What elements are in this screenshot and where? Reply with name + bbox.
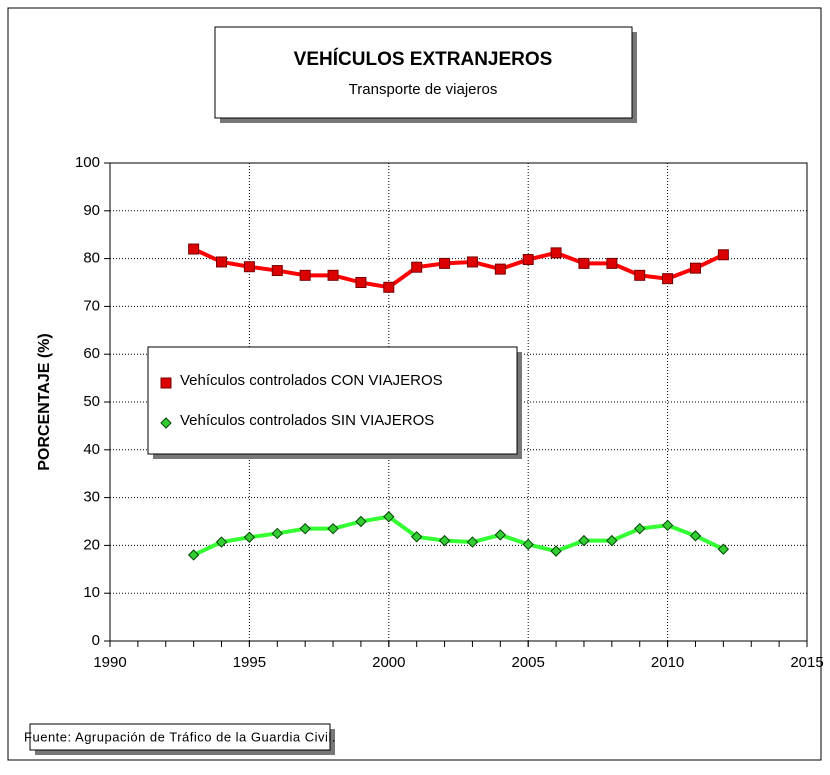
marker: [689, 530, 702, 542]
y-tick-label: 30: [83, 489, 100, 506]
marker: [522, 254, 534, 266]
y-axis-label: PORCENTAJE (%): [36, 333, 53, 471]
marker: [355, 277, 367, 288]
marker: [439, 257, 451, 269]
x-tick-label: 1990: [93, 654, 126, 671]
marker: [187, 549, 200, 561]
y-tick-label: 80: [83, 250, 100, 267]
x-tick-label: 2015: [790, 654, 823, 671]
marker: [243, 531, 256, 543]
marker: [717, 543, 730, 555]
legend-label: Vehículos controlados CON VIAJEROS: [180, 372, 443, 389]
x-tick-label: 2005: [512, 654, 545, 671]
marker: [494, 263, 506, 275]
marker: [550, 545, 562, 557]
x-tick-label: 2010: [651, 654, 684, 671]
plot-border: [109, 162, 808, 642]
marker: [689, 262, 701, 274]
marker: [438, 534, 451, 547]
title-box: [214, 26, 633, 119]
marker: [271, 265, 283, 277]
legend-marker: [160, 417, 172, 429]
marker: [299, 522, 311, 535]
legend-marker: [160, 377, 172, 389]
x-tick-label: 1995: [233, 654, 266, 671]
marker: [188, 243, 200, 255]
source-box: [29, 723, 331, 751]
marker: [522, 538, 534, 551]
chart-title: VEHÍCULOS EXTRANJEROS: [294, 48, 553, 70]
marker: [606, 534, 618, 547]
y-tick-label: 20: [83, 536, 100, 553]
chart-subtitle: Transporte de viajeros: [349, 81, 498, 98]
marker: [717, 249, 729, 261]
marker: [411, 261, 423, 273]
y-tick-label: 50: [83, 393, 100, 410]
marker: [299, 269, 311, 281]
marker: [578, 257, 590, 269]
y-tick-label: 100: [75, 154, 100, 171]
marker: [355, 515, 367, 528]
marker: [661, 519, 674, 532]
marker: [271, 527, 283, 540]
legend-box: [147, 346, 518, 455]
marker: [243, 261, 255, 273]
marker: [383, 281, 395, 293]
marker: [606, 257, 618, 269]
marker: [216, 256, 228, 268]
marker: [215, 536, 228, 548]
marker: [410, 531, 423, 543]
marker: [634, 269, 646, 281]
y-tick-label: 70: [83, 297, 100, 314]
source-note: Fuente: Agrupación de Tráfico de la Guar…: [24, 729, 336, 744]
y-tick-label: 40: [83, 441, 100, 458]
marker: [466, 256, 478, 268]
marker: [466, 536, 479, 548]
legend-label: Vehículos controlados SIN VIAJEROS: [180, 412, 434, 429]
marker: [550, 247, 562, 259]
x-tick-label: 2000: [372, 654, 405, 671]
marker: [662, 273, 674, 285]
marker: [327, 269, 339, 281]
marker: [578, 534, 590, 547]
marker: [494, 529, 507, 541]
marker: [327, 522, 339, 535]
y-tick-label: 60: [83, 345, 100, 362]
marker: [383, 511, 395, 523]
marker: [634, 522, 646, 535]
y-tick-label: 10: [83, 584, 100, 601]
y-tick-label: 90: [83, 202, 100, 219]
y-tick-label: 0: [92, 632, 100, 649]
